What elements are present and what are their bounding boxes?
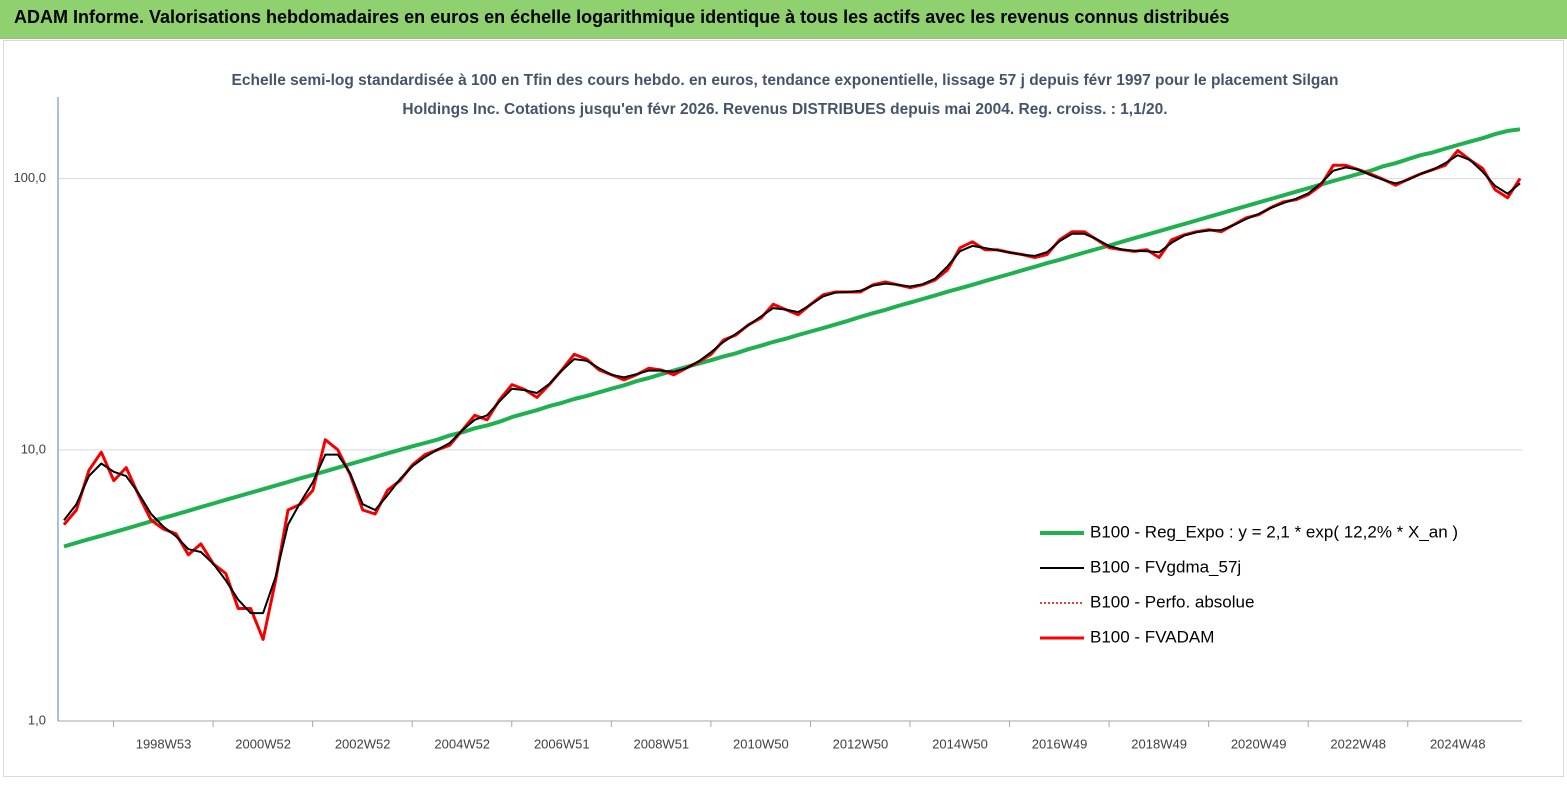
chart-frame xyxy=(3,40,1564,777)
legend-label: B100 - Perfo. absolue xyxy=(1090,592,1254,611)
x-tick-label: 1998W53 xyxy=(136,736,192,751)
y-tick-label: 1,0 xyxy=(28,712,46,727)
series-line xyxy=(63,154,1521,615)
x-tick-label: 2004W52 xyxy=(434,736,490,751)
x-tick-label: 2010W50 xyxy=(733,736,789,751)
x-tick-label: 2018W49 xyxy=(1131,736,1187,751)
chart-title: ADAM Informe. Valorisations hebdomadaire… xyxy=(14,7,1230,27)
legend-label: B100 - FVgdma_57j xyxy=(1090,557,1241,576)
x-tick-label: 2014W50 xyxy=(932,736,988,751)
x-tick-label: 2000W52 xyxy=(235,736,291,751)
x-tick-label: 2008W51 xyxy=(634,736,690,751)
x-tick-label: 2024W48 xyxy=(1430,736,1486,751)
y-tick-label: 10,0 xyxy=(21,441,46,456)
x-tick-label: 2006W51 xyxy=(534,736,590,751)
chart-subtitle: Echelle semi-log standardisée à 100 en T… xyxy=(231,72,1339,118)
x-tick-label: 2020W49 xyxy=(1231,736,1287,751)
y-tick-label: 100,0 xyxy=(13,170,46,185)
legend-label: B100 - FVADAM xyxy=(1090,627,1214,646)
x-tick-label: 2016W49 xyxy=(1032,736,1088,751)
x-tick-label: 2022W48 xyxy=(1330,736,1386,751)
x-tick-label: 2012W50 xyxy=(833,736,889,751)
series-line xyxy=(63,127,1521,549)
series-line xyxy=(62,149,1522,641)
legend-label: B100 - Reg_Expo : y = 2,1 * exp( 12,2% *… xyxy=(1090,522,1458,541)
x-tick-label: 2002W52 xyxy=(335,736,391,751)
series-line xyxy=(63,149,1521,641)
title-banner: ADAM Informe. Valorisations hebdomadaire… xyxy=(0,0,1567,39)
